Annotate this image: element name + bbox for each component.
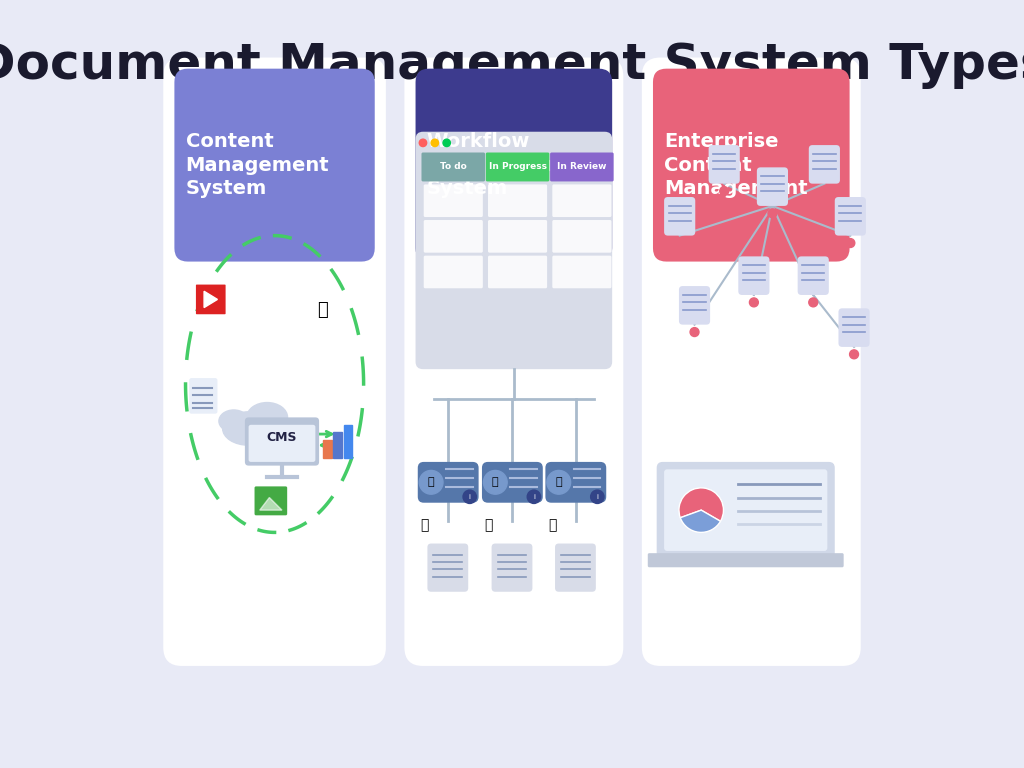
Ellipse shape [222, 412, 274, 445]
Circle shape [591, 490, 604, 504]
Bar [323, 439, 332, 458]
FancyBboxPatch shape [555, 544, 596, 592]
Polygon shape [260, 498, 282, 510]
FancyBboxPatch shape [424, 256, 482, 288]
FancyBboxPatch shape [709, 145, 739, 184]
FancyBboxPatch shape [245, 417, 319, 465]
FancyBboxPatch shape [422, 153, 485, 181]
FancyBboxPatch shape [404, 58, 624, 666]
FancyBboxPatch shape [189, 378, 217, 414]
Text: CMS: CMS [266, 432, 297, 445]
FancyBboxPatch shape [485, 153, 549, 181]
FancyBboxPatch shape [679, 286, 710, 325]
Text: In Progress: In Progress [488, 163, 547, 171]
Wedge shape [679, 488, 724, 521]
FancyBboxPatch shape [653, 68, 850, 262]
Text: 👤: 👤 [492, 477, 499, 488]
Circle shape [850, 350, 858, 359]
FancyBboxPatch shape [255, 486, 287, 515]
Text: Enterprise
Content
Management: Enterprise Content Management [665, 132, 808, 198]
FancyBboxPatch shape [424, 184, 482, 217]
FancyBboxPatch shape [196, 285, 225, 314]
Ellipse shape [219, 410, 249, 432]
Text: 👤: 👤 [428, 477, 434, 488]
FancyBboxPatch shape [416, 132, 612, 369]
FancyBboxPatch shape [757, 167, 788, 206]
FancyBboxPatch shape [174, 68, 375, 262]
Circle shape [690, 328, 699, 336]
Circle shape [419, 471, 443, 494]
FancyBboxPatch shape [552, 184, 611, 217]
Circle shape [820, 187, 828, 196]
Polygon shape [204, 291, 217, 307]
FancyBboxPatch shape [416, 68, 612, 262]
FancyBboxPatch shape [546, 462, 606, 503]
Circle shape [768, 209, 777, 218]
Text: Content
Management
System: Content Management System [185, 132, 329, 198]
Text: In Review: In Review [557, 163, 606, 171]
Circle shape [527, 490, 541, 504]
Text: 📢: 📢 [317, 301, 328, 319]
Text: i: i [596, 494, 598, 500]
Circle shape [750, 298, 759, 307]
FancyBboxPatch shape [488, 184, 547, 217]
FancyBboxPatch shape [488, 256, 547, 288]
Text: 📎: 📎 [420, 518, 429, 532]
Wedge shape [680, 510, 721, 532]
FancyBboxPatch shape [552, 220, 611, 253]
Circle shape [720, 187, 729, 196]
FancyBboxPatch shape [835, 197, 866, 236]
FancyBboxPatch shape [492, 544, 532, 592]
FancyBboxPatch shape [550, 153, 613, 181]
FancyBboxPatch shape [798, 257, 828, 295]
FancyBboxPatch shape [488, 220, 547, 253]
Text: Workflow
Management
System: Workflow Management System [427, 132, 570, 198]
Text: i: i [469, 494, 471, 500]
FancyBboxPatch shape [648, 553, 844, 568]
Text: i: i [532, 494, 535, 500]
FancyBboxPatch shape [427, 544, 468, 592]
FancyBboxPatch shape [418, 462, 478, 503]
Text: 👤: 👤 [555, 477, 562, 488]
Circle shape [463, 490, 476, 504]
FancyBboxPatch shape [642, 58, 861, 666]
Text: 📎: 📎 [548, 518, 556, 532]
Circle shape [483, 471, 507, 494]
Ellipse shape [247, 402, 288, 432]
FancyBboxPatch shape [249, 425, 315, 462]
Circle shape [809, 298, 818, 307]
FancyBboxPatch shape [424, 220, 482, 253]
FancyBboxPatch shape [665, 197, 695, 236]
FancyBboxPatch shape [738, 257, 769, 295]
FancyBboxPatch shape [656, 462, 835, 558]
Text: 📎: 📎 [484, 518, 493, 532]
Circle shape [547, 471, 570, 494]
Circle shape [419, 139, 427, 147]
FancyBboxPatch shape [552, 256, 611, 288]
FancyBboxPatch shape [163, 58, 386, 666]
Bar [333, 432, 342, 458]
Text: Document Management System Types: Document Management System Types [0, 41, 1024, 89]
Circle shape [846, 239, 855, 247]
Circle shape [431, 139, 438, 147]
Circle shape [675, 239, 684, 247]
Text: To do: To do [440, 163, 467, 171]
Circle shape [443, 139, 451, 147]
FancyBboxPatch shape [809, 145, 840, 184]
FancyBboxPatch shape [482, 462, 543, 503]
Bar [344, 425, 352, 458]
FancyBboxPatch shape [839, 308, 869, 347]
FancyBboxPatch shape [665, 469, 827, 551]
